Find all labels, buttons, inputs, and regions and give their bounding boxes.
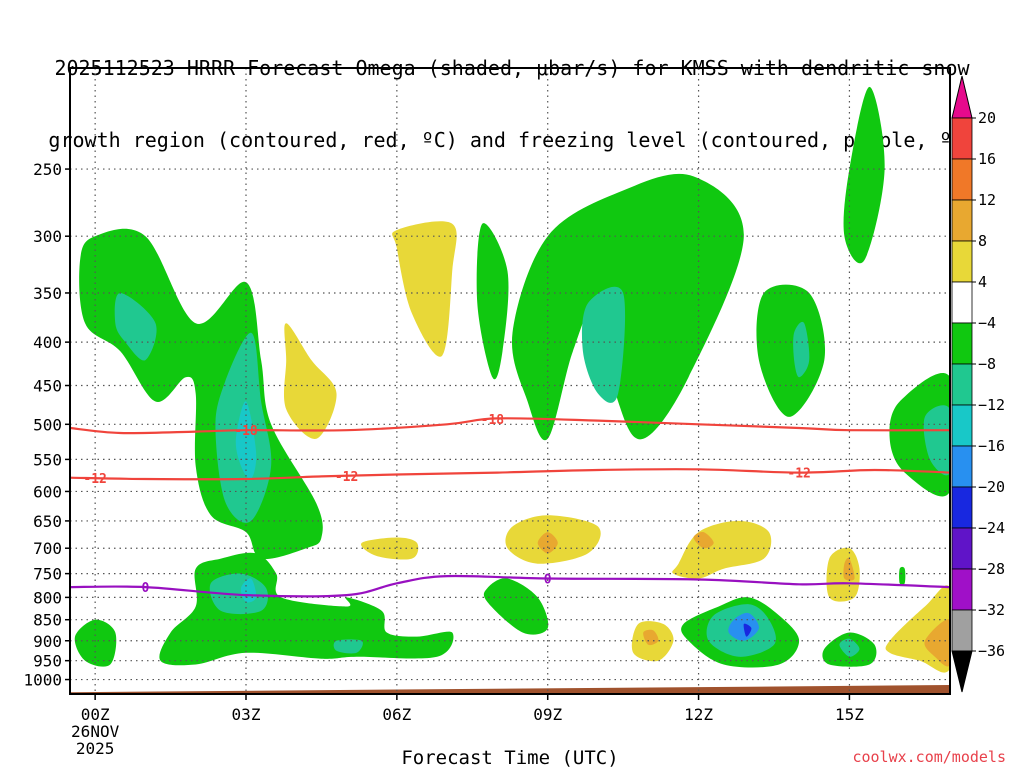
colorbar-band — [951, 322, 973, 365]
ground-terrain — [70, 685, 950, 694]
colorbar-band — [951, 404, 973, 447]
x-tick-date: 26NOV — [71, 722, 120, 741]
grid-lines — [70, 68, 950, 694]
dendritic-contour-line — [70, 417, 950, 435]
colorbar-bottom-arrow — [951, 650, 973, 693]
y-tick-label: 600 — [33, 482, 62, 501]
colorbar: 20 16 12 8 4 −4 −8 −12 −16 −20 −24 −28 −32 −36 — [951, 75, 1005, 693]
y-tick-label: 300 — [33, 227, 62, 246]
freezing-contour-line — [70, 574, 950, 598]
omega-sinking-region-31 — [643, 629, 659, 646]
omega-rising-region-14 — [793, 321, 810, 378]
colorbar-label: 20 — [978, 109, 996, 127]
omega-rising-region-9 — [483, 578, 549, 635]
omega-rising-region-4 — [159, 552, 454, 666]
colorbar-band — [951, 568, 973, 611]
omega-rising-region-7 — [333, 639, 363, 654]
omega-sinking-region-29 — [537, 532, 558, 554]
colorbar-band — [951, 158, 973, 201]
y-tick-label: 950 — [33, 652, 62, 671]
dendritic-contour-line — [70, 468, 950, 481]
omega-rising-region-11 — [511, 173, 744, 441]
colorbar-label: 4 — [978, 273, 987, 291]
y-tick-label: 400 — [33, 333, 62, 352]
colorbar-band — [951, 486, 973, 529]
colorbar-band — [951, 527, 973, 570]
omega-rising-region-13 — [756, 284, 826, 417]
y-tick-label: 750 — [33, 565, 62, 584]
colorbar-label: −12 — [978, 396, 1005, 414]
colorbar-label: −20 — [978, 478, 1005, 496]
y-tick-label: 500 — [33, 415, 62, 434]
contour-lines: -18 -18 -12 -12 -12 0 0 — [70, 413, 950, 598]
y-tick-label: 250 — [33, 160, 62, 179]
x-tick-label: 09Z — [533, 705, 562, 724]
y-tick-label: 650 — [33, 512, 62, 531]
colorbar-label: 16 — [978, 150, 996, 168]
y-axis-ticks: 250 300 350 400 450 500 550 600 650 700 750 800 850 9… — [23, 160, 70, 690]
colorbar-band — [951, 609, 973, 652]
omega-shading — [74, 86, 950, 673]
colorbar-label: −4 — [978, 314, 996, 332]
omega-rising-region-23 — [839, 638, 860, 657]
x-axis-label: Forecast Time (UTC) — [401, 747, 618, 768]
x-tick-label: 12Z — [684, 705, 713, 724]
contour-label: 0 — [544, 572, 552, 587]
y-tick-label: 550 — [33, 450, 62, 469]
omega-sinking-region-32 — [672, 520, 772, 579]
y-tick-label: 350 — [33, 284, 62, 303]
colorbar-band — [951, 281, 973, 324]
colorbar-top-arrow — [951, 75, 973, 119]
colorbar-label: −36 — [978, 642, 1005, 660]
y-tick-label: 700 — [33, 539, 62, 558]
x-tick-year: 2025 — [76, 739, 115, 758]
omega-sinking-region-26 — [283, 323, 337, 440]
colorbar-label: −32 — [978, 601, 1005, 619]
colorbar-band — [951, 445, 973, 488]
x-tick-label: 06Z — [382, 705, 411, 724]
contour-label: 0 — [142, 581, 150, 596]
contour-label: -12 — [83, 472, 106, 487]
contour-label: -12 — [335, 470, 358, 485]
y-tick-label: 850 — [33, 611, 62, 630]
y-tick-label: 900 — [33, 632, 62, 651]
colorbar-band — [951, 240, 973, 283]
colorbar-label: −8 — [978, 355, 996, 373]
omega-sinking-region-34 — [826, 547, 860, 602]
y-tick-label: 450 — [33, 377, 62, 396]
colorbar-label: −24 — [978, 519, 1005, 537]
omega-rising-region-17 — [923, 405, 950, 476]
x-tick-label: 00Z — [81, 705, 110, 724]
contour-label: -18 — [481, 413, 505, 428]
omega-rising-region-21 — [743, 623, 752, 637]
x-tick-label: 03Z — [232, 705, 261, 724]
y-tick-label: 800 — [33, 588, 62, 607]
omega-rising-region-10 — [476, 223, 509, 380]
omega-rising-region-1 — [114, 293, 157, 361]
omega-rising-region-8 — [74, 619, 117, 667]
omega-sinking-region-37 — [924, 619, 950, 667]
omega-rising-region-12 — [581, 286, 626, 403]
contour-label: -18 — [234, 424, 258, 439]
colorbar-band — [951, 117, 973, 160]
ground-layer — [70, 685, 950, 694]
site-credit: coolwx.com/models — [852, 748, 1006, 766]
plot-frame — [69, 67, 951, 695]
colorbar-band — [951, 199, 973, 242]
y-tick-label: 1000 — [23, 671, 62, 690]
colorbar-label: 8 — [978, 232, 987, 250]
omega-rising-region-24 — [899, 566, 906, 586]
colorbar-band — [951, 363, 973, 406]
colorbar-label: −28 — [978, 560, 1005, 578]
colorbar-label: −16 — [978, 437, 1005, 455]
omega-sinking-region-25 — [392, 221, 457, 357]
contour-label: -12 — [787, 467, 810, 482]
colorbar-label: 12 — [978, 191, 996, 209]
x-tick-label: 15Z — [835, 705, 864, 724]
omega-rising-region-15 — [843, 86, 885, 264]
